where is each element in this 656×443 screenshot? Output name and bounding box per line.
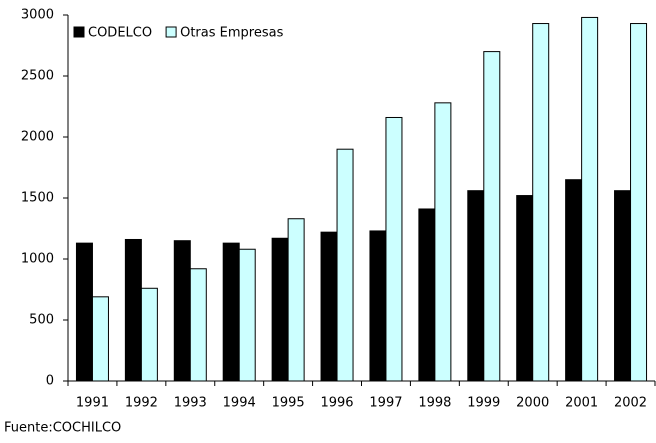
y-tick-label: 2500 <box>21 69 54 84</box>
x-tick-label: 1993 <box>174 396 207 411</box>
bar <box>614 190 632 382</box>
source-note: Fuente:COCHILCO <box>4 421 121 436</box>
bar <box>271 237 289 382</box>
bar <box>385 116 403 382</box>
bar <box>140 287 158 382</box>
y-tick-label: 0 <box>46 374 54 389</box>
x-tick-label: 2000 <box>516 396 549 411</box>
y-tick-label: 500 <box>29 313 54 328</box>
bar <box>189 268 207 382</box>
bar <box>91 296 109 382</box>
bar <box>516 195 534 382</box>
bar <box>369 230 387 382</box>
bar <box>532 23 550 382</box>
x-tick-label: 1997 <box>369 396 402 411</box>
x-tick-label: 1991 <box>76 396 109 411</box>
bar <box>124 238 142 382</box>
bar <box>565 179 583 382</box>
x-tick-label: 1992 <box>125 396 158 411</box>
legend-label: CODELCO <box>88 26 152 41</box>
y-tick-label: 1000 <box>21 252 54 267</box>
x-tick-label: 2002 <box>614 396 647 411</box>
legend-swatch <box>165 26 177 38</box>
bar <box>287 218 305 382</box>
bar <box>320 231 338 382</box>
bar <box>581 16 599 382</box>
y-tick-label: 3000 <box>21 8 54 23</box>
bar <box>238 248 256 382</box>
x-tick-label: 2001 <box>565 396 598 411</box>
x-tick-label: 1994 <box>223 396 256 411</box>
x-tick-label: 1999 <box>467 396 500 411</box>
bar <box>75 242 93 382</box>
bar <box>434 102 452 382</box>
bar <box>222 242 240 382</box>
legend-swatch <box>73 26 85 38</box>
bar <box>467 190 485 382</box>
y-tick-label: 2000 <box>21 130 54 145</box>
x-tick-label: 1998 <box>418 396 451 411</box>
legend-label: Otras Empresas <box>180 26 283 41</box>
y-tick-label: 1500 <box>21 191 54 206</box>
x-tick-label: 1995 <box>272 396 305 411</box>
bar <box>418 208 436 382</box>
bar <box>483 51 501 382</box>
bar <box>336 148 354 382</box>
x-tick-label: 1996 <box>320 396 353 411</box>
bar <box>630 23 648 382</box>
bar <box>173 240 191 382</box>
